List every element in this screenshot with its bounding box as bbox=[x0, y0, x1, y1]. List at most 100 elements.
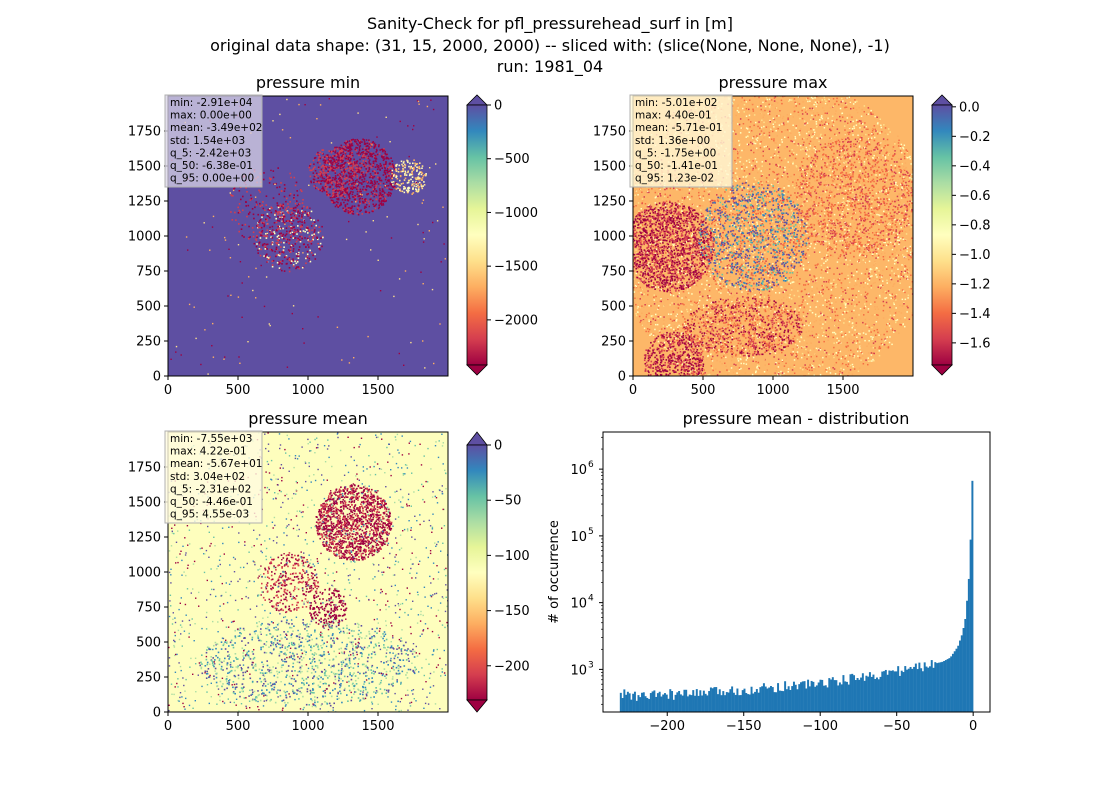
heatmap-cell bbox=[795, 393, 797, 395]
heatmap-cell bbox=[848, 266, 850, 268]
heatmap-cell bbox=[283, 214, 285, 217]
heatmap-cell bbox=[837, 352, 840, 354]
heatmap-cell bbox=[343, 148, 346, 151]
heatmap-cell bbox=[894, 251, 896, 254]
heatmap-cell bbox=[398, 352, 400, 355]
heatmap-cell bbox=[867, 156, 870, 158]
heatmap-cell bbox=[819, 135, 822, 137]
heatmap-cell bbox=[772, 100, 775, 103]
heatmap-cell bbox=[904, 291, 906, 294]
heatmap-cell bbox=[384, 152, 386, 155]
heatmap-cell bbox=[810, 185, 813, 188]
heatmap-cell bbox=[790, 298, 793, 300]
heatmap-cell bbox=[350, 207, 353, 210]
heatmap-cell bbox=[303, 222, 306, 224]
heatmap-cell bbox=[901, 187, 904, 190]
heatmap-cell bbox=[880, 287, 882, 289]
heatmap-cell bbox=[779, 268, 781, 270]
heatmap-cell bbox=[399, 179, 401, 182]
heatmap-cell bbox=[376, 193, 378, 196]
heatmap-cell bbox=[421, 167, 423, 169]
heatmap-cell bbox=[295, 267, 297, 270]
heatmap-cell bbox=[786, 114, 789, 116]
heatmap-cell bbox=[712, 271, 714, 273]
heatmap-cell bbox=[925, 194, 927, 196]
heatmap-cell bbox=[846, 159, 848, 161]
heatmap-cell bbox=[671, 320, 674, 322]
heatmap-cell bbox=[884, 297, 886, 299]
heatmap-cell bbox=[384, 172, 387, 174]
heatmap-cell bbox=[906, 305, 908, 308]
heatmap-cell bbox=[749, 304, 752, 306]
heatmap-cell bbox=[337, 201, 339, 204]
heatmap-cell bbox=[768, 92, 770, 94]
heatmap-cell bbox=[307, 244, 309, 246]
heatmap-cell bbox=[823, 281, 825, 283]
heatmap-cell bbox=[399, 184, 402, 187]
heatmap-cell bbox=[424, 174, 426, 176]
heatmap-cell bbox=[334, 167, 336, 169]
heatmap-cell bbox=[838, 150, 840, 152]
heatmap-cell bbox=[395, 182, 397, 184]
heatmap-cell bbox=[642, 319, 645, 321]
heatmap-cell bbox=[790, 206, 793, 208]
heatmap-cell bbox=[410, 165, 412, 168]
heatmap-cell bbox=[856, 268, 858, 271]
heatmap-cell bbox=[793, 364, 796, 366]
heatmap-cell bbox=[842, 206, 844, 208]
heatmap-cell bbox=[415, 182, 418, 185]
heatmap-cell bbox=[732, 259, 734, 261]
heatmap-cell bbox=[711, 347, 713, 349]
heatmap-cell bbox=[793, 151, 795, 154]
heatmap-cell bbox=[840, 149, 843, 152]
heatmap-cell bbox=[677, 293, 679, 296]
heatmap-cell bbox=[299, 228, 302, 231]
heatmap-cell bbox=[341, 187, 344, 190]
heatmap-cell bbox=[268, 177, 271, 179]
heatmap-cell bbox=[801, 347, 803, 349]
heatmap-cell bbox=[795, 353, 797, 355]
heatmap-cell bbox=[770, 128, 772, 130]
heatmap-cell bbox=[895, 183, 897, 186]
heatmap-cell bbox=[312, 237, 314, 240]
heatmap-cell bbox=[712, 199, 714, 202]
heatmap-cell bbox=[659, 300, 662, 302]
heatmap-cell bbox=[814, 279, 817, 282]
heatmap-cell bbox=[798, 169, 800, 171]
heatmap-cell bbox=[900, 237, 902, 240]
heatmap-cell bbox=[748, 367, 750, 370]
heatmap-cell bbox=[824, 191, 827, 193]
heatmap-cell bbox=[266, 214, 269, 217]
heatmap-cell bbox=[369, 163, 372, 165]
heatmap-cell bbox=[758, 183, 761, 185]
heatmap-cell bbox=[626, 285, 628, 287]
heatmap-cell bbox=[319, 242, 322, 245]
heatmap-cell bbox=[362, 171, 365, 173]
heatmap-cell bbox=[368, 140, 371, 143]
heatmap-cell bbox=[823, 314, 825, 317]
heatmap-cell bbox=[418, 165, 420, 168]
heatmap-cell bbox=[418, 177, 421, 179]
heatmap-cell bbox=[295, 262, 298, 265]
heatmap-cell bbox=[761, 94, 763, 96]
heatmap-cell bbox=[294, 202, 297, 205]
heatmap-cell bbox=[678, 275, 680, 277]
heatmap-cell bbox=[351, 212, 354, 215]
heatmap-cell bbox=[349, 207, 351, 209]
heatmap-cell bbox=[372, 165, 374, 168]
heatmap-cell bbox=[775, 106, 777, 108]
heatmap-cell bbox=[319, 230, 322, 233]
heatmap-cell bbox=[339, 183, 341, 185]
heatmap-cell bbox=[909, 267, 911, 269]
heatmap-cell bbox=[724, 377, 726, 379]
heatmap-cell bbox=[318, 226, 320, 228]
heatmap-cell bbox=[804, 238, 806, 241]
heatmap-cell bbox=[323, 189, 326, 192]
heatmap-cell bbox=[287, 206, 290, 208]
heatmap-cell bbox=[859, 184, 861, 186]
heatmap-cell bbox=[331, 201, 333, 203]
heatmap-cell bbox=[385, 181, 388, 184]
heatmap-cell bbox=[332, 161, 334, 164]
heatmap-cell bbox=[290, 226, 292, 228]
heatmap-cell bbox=[326, 182, 328, 184]
